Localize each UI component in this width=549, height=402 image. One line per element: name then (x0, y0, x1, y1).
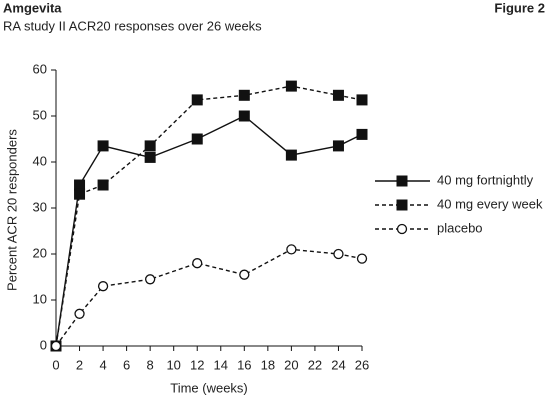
legend-marker (396, 175, 408, 187)
x-tick-label: 16 (237, 357, 251, 372)
legend-label: 40 mg every week (437, 196, 543, 211)
marker (74, 188, 86, 200)
legend-marker (396, 199, 408, 211)
marker (356, 94, 368, 106)
x-tick-label: 10 (166, 357, 180, 372)
legend-label: placebo (437, 220, 483, 235)
marker (97, 140, 109, 152)
marker (239, 269, 250, 280)
marker (74, 179, 86, 191)
marker (144, 151, 156, 163)
marker (191, 133, 203, 145)
chart-title: Amgevita (3, 0, 62, 15)
x-tick-label: 0 (52, 357, 59, 372)
series-line (55, 85, 363, 347)
x-tick-label: 4 (99, 357, 106, 372)
x-tick-label: 22 (308, 357, 322, 372)
x-tick-label: 18 (261, 357, 275, 372)
marker (145, 274, 156, 285)
x-tick-label: 24 (331, 357, 345, 372)
y-tick-label: 20 (33, 245, 47, 260)
x-axis-label: Time (weeks) (170, 380, 248, 395)
series-line (55, 248, 363, 347)
x-tick-label: 20 (284, 357, 298, 372)
legend-marker (396, 223, 408, 235)
legend-label: 40 mg fortnightly (437, 172, 534, 187)
y-tick-label: 10 (33, 291, 47, 306)
marker (97, 179, 109, 191)
x-tick-label: 8 (147, 357, 154, 372)
y-tick-label: 0 (40, 337, 47, 352)
x-tick-label: 14 (214, 357, 228, 372)
marker (191, 94, 203, 106)
marker (238, 110, 250, 122)
x-tick-label: 6 (123, 357, 130, 372)
marker (285, 80, 297, 92)
figure-label: Figure 2 (494, 0, 545, 15)
marker (286, 244, 297, 255)
marker (332, 89, 344, 101)
y-axis-label: Percent ACR 20 responders (4, 129, 19, 291)
marker (332, 140, 344, 152)
marker (333, 248, 344, 260)
chart-subtitle: RA study II ACR20 responses over 26 week… (3, 18, 262, 33)
marker (97, 281, 109, 292)
y-tick-label: 50 (33, 107, 47, 122)
x-tick-label: 2 (76, 357, 83, 372)
y-tick-label: 40 (33, 153, 47, 168)
marker (192, 258, 203, 269)
marker (74, 308, 85, 319)
marker (50, 340, 62, 352)
marker (356, 128, 368, 140)
y-tick-label: 60 (33, 61, 47, 76)
marker (285, 149, 297, 161)
marker (144, 140, 156, 152)
x-tick-label: 12 (190, 357, 204, 372)
marker (238, 89, 250, 101)
y-tick-label: 30 (33, 199, 47, 214)
marker (356, 253, 368, 264)
x-tick-label: 26 (355, 357, 369, 372)
